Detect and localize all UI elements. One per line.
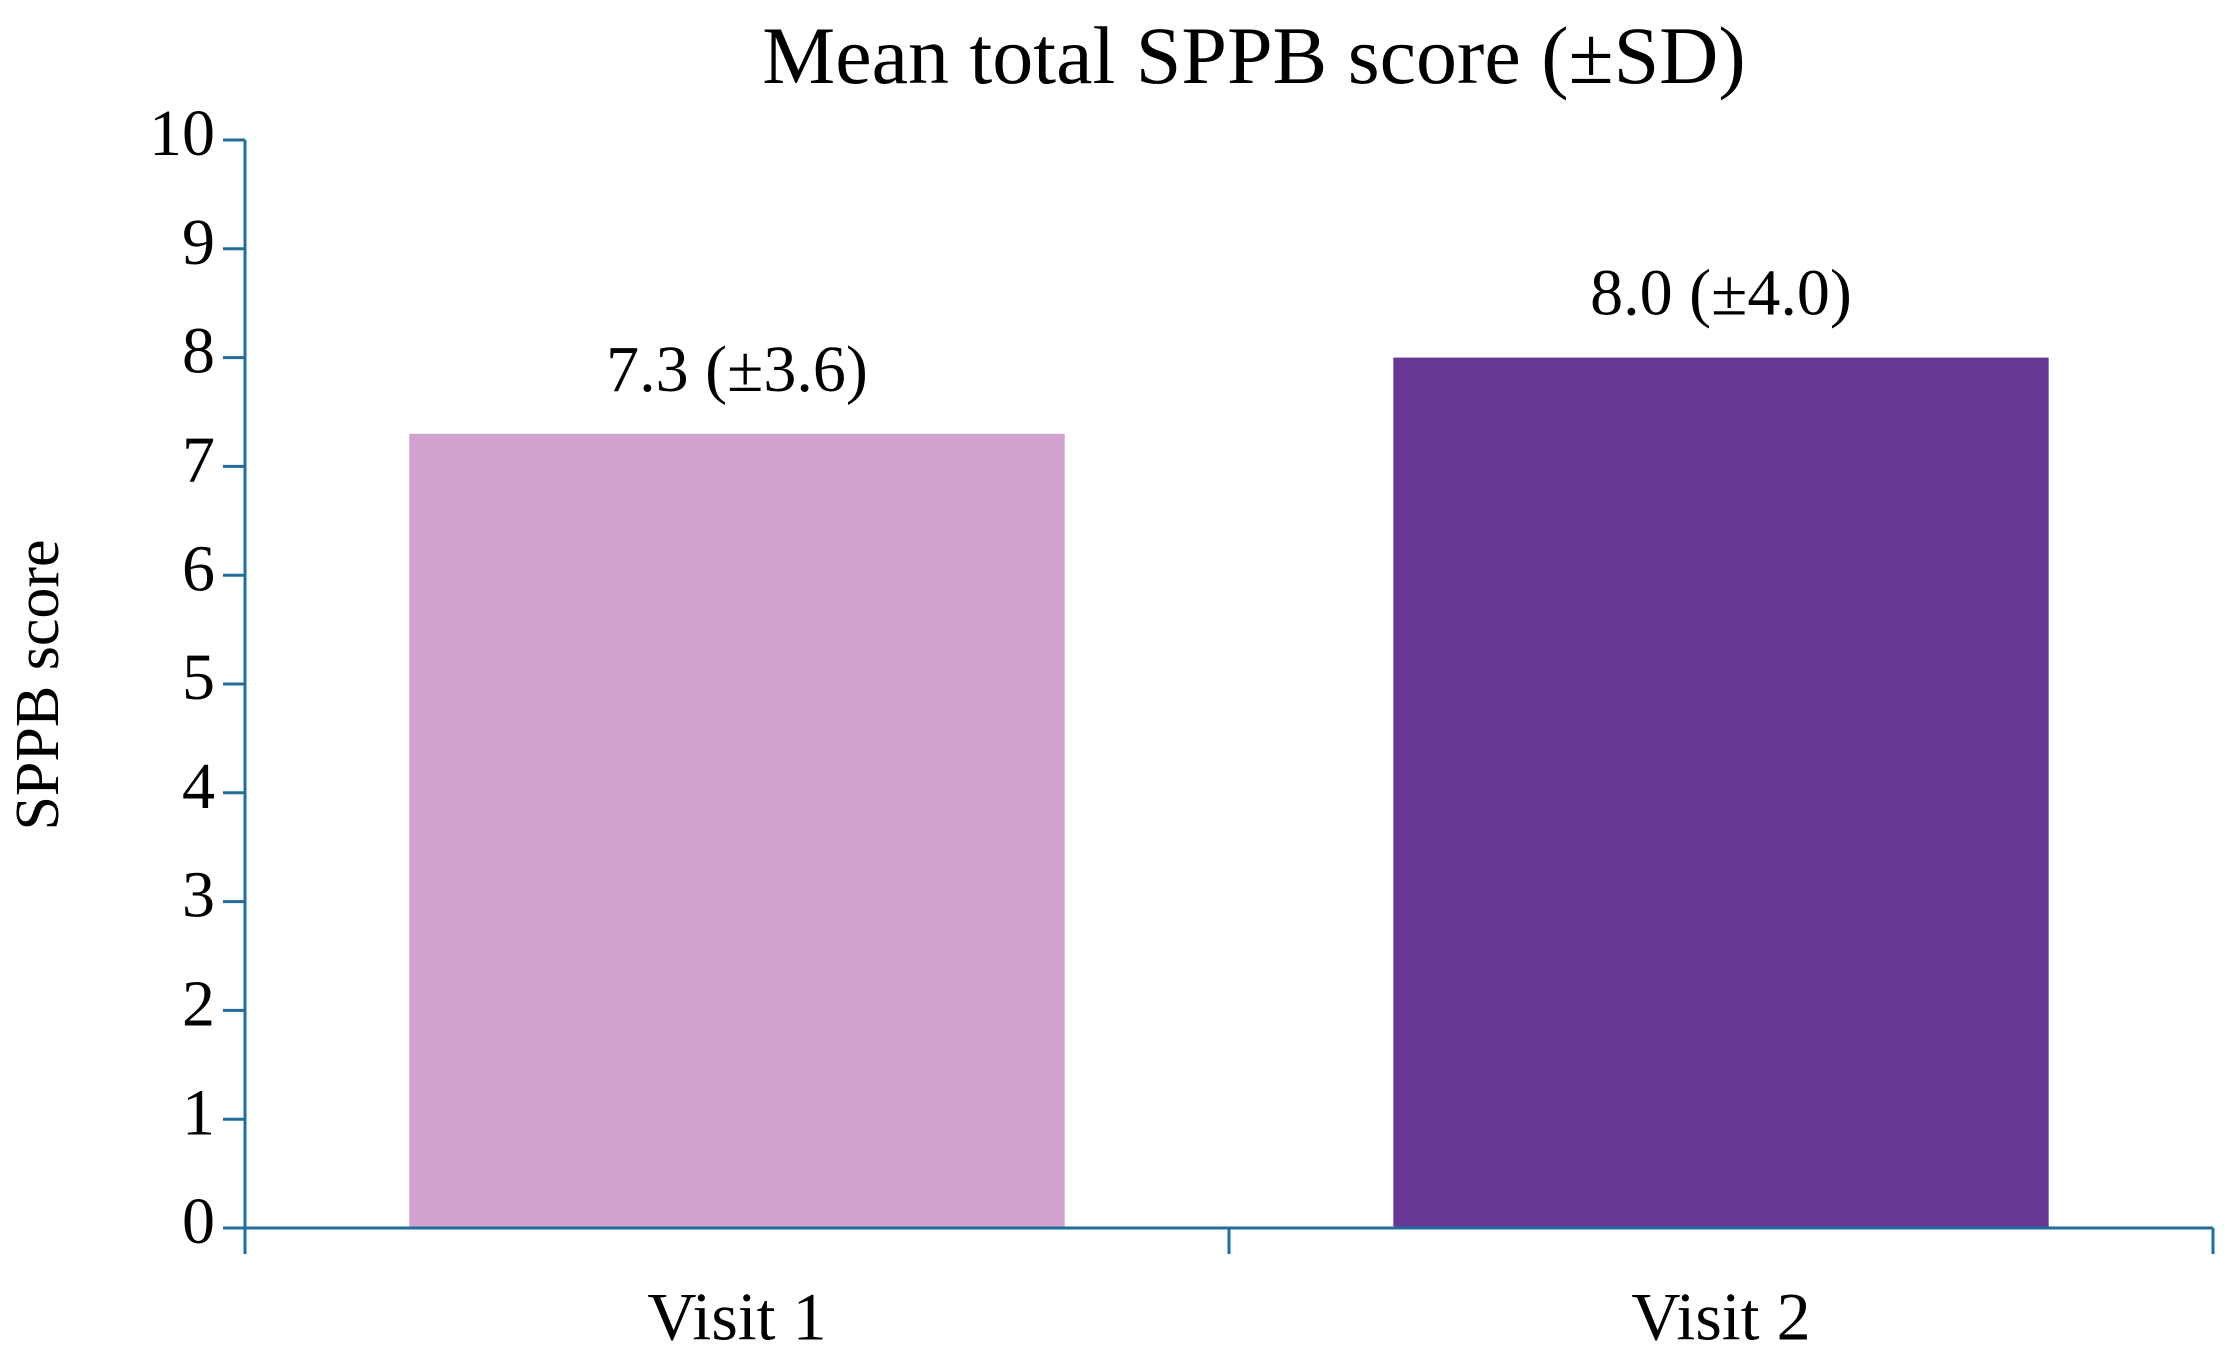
- chart-title: Mean total SPPB score (±SD): [762, 10, 1745, 101]
- x-tick-label: Visit 1: [647, 1279, 826, 1355]
- y-tick-label: 6: [182, 532, 215, 605]
- y-tick-label: 2: [182, 968, 215, 1041]
- bar: [409, 433, 1065, 1228]
- y-tick-label: 4: [182, 750, 215, 823]
- x-tick-label: Visit 2: [1631, 1279, 1810, 1355]
- y-axis-label: SPPB score: [4, 539, 72, 830]
- y-tick-label: 10: [149, 97, 215, 170]
- y-tick-label: 8: [182, 315, 215, 388]
- y-tick-label: 0: [182, 1185, 215, 1258]
- y-tick-label: 1: [182, 1076, 215, 1149]
- data-label: 7.3 (±3.6): [606, 333, 868, 406]
- y-tick-label: 9: [182, 206, 215, 279]
- data-label: 8.0 (±4.0): [1590, 257, 1852, 330]
- y-tick-label: 3: [182, 859, 215, 932]
- y-tick-label: 5: [182, 641, 215, 714]
- y-tick-label: 7: [182, 424, 215, 497]
- bar: [1393, 357, 2049, 1229]
